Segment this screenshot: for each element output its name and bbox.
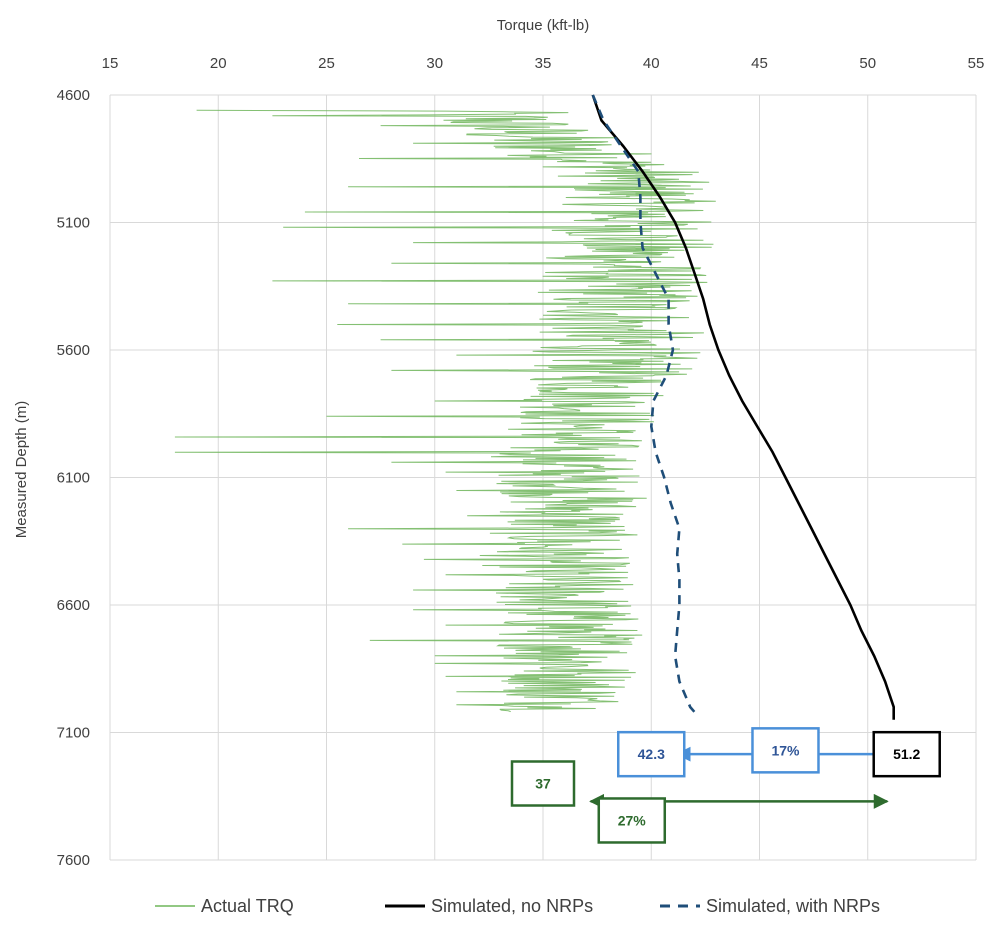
y-tick-label: 7600: [57, 852, 90, 869]
annotation-label: 42.3: [638, 746, 665, 762]
gridlines: [109, 94, 977, 861]
x-tick-label: 45: [751, 55, 768, 72]
x-tick-label: 30: [426, 55, 443, 72]
x-tick-label: 35: [535, 55, 552, 72]
y-tick-label: 6100: [57, 470, 90, 487]
x-tick-label: 55: [968, 55, 985, 72]
x-tick-label: 40: [643, 55, 660, 72]
series-with-nrps-line: [591, 94, 696, 713]
y-tick-label: 4600: [57, 87, 90, 104]
x-tick-label: 25: [318, 55, 335, 72]
x-tick-label: 15: [102, 55, 119, 72]
x-axis-title: Torque (kft-lb): [497, 17, 590, 34]
x-tick-label: 20: [210, 55, 227, 72]
series-no-nrps-line: [591, 94, 896, 720]
y-tick-label: 5100: [57, 215, 90, 232]
annotation-box: [872, 730, 941, 778]
y-tick-label: 6600: [57, 597, 90, 614]
legend-label: Actual TRQ: [201, 896, 294, 916]
annotation-box: [751, 727, 820, 774]
annotation-label: 51.2: [893, 746, 920, 762]
y-tick-label: 7100: [57, 725, 90, 742]
annotation-box: [617, 730, 686, 778]
annotation-label: 37: [535, 776, 551, 792]
annotation-label: 17%: [771, 742, 800, 758]
x-tick-label: 50: [859, 55, 876, 72]
y-axis-title: Measured Depth (m): [13, 401, 30, 539]
legend-label: Simulated, no NRPs: [431, 896, 593, 916]
annotation-box: [597, 797, 667, 844]
annotation-box: [510, 760, 576, 807]
y-tick-label: 5600: [57, 342, 90, 359]
annotation-label: 27%: [618, 812, 647, 828]
series-actual-trq-line: [174, 109, 716, 713]
legend-label: Simulated, with NRPs: [706, 896, 880, 916]
